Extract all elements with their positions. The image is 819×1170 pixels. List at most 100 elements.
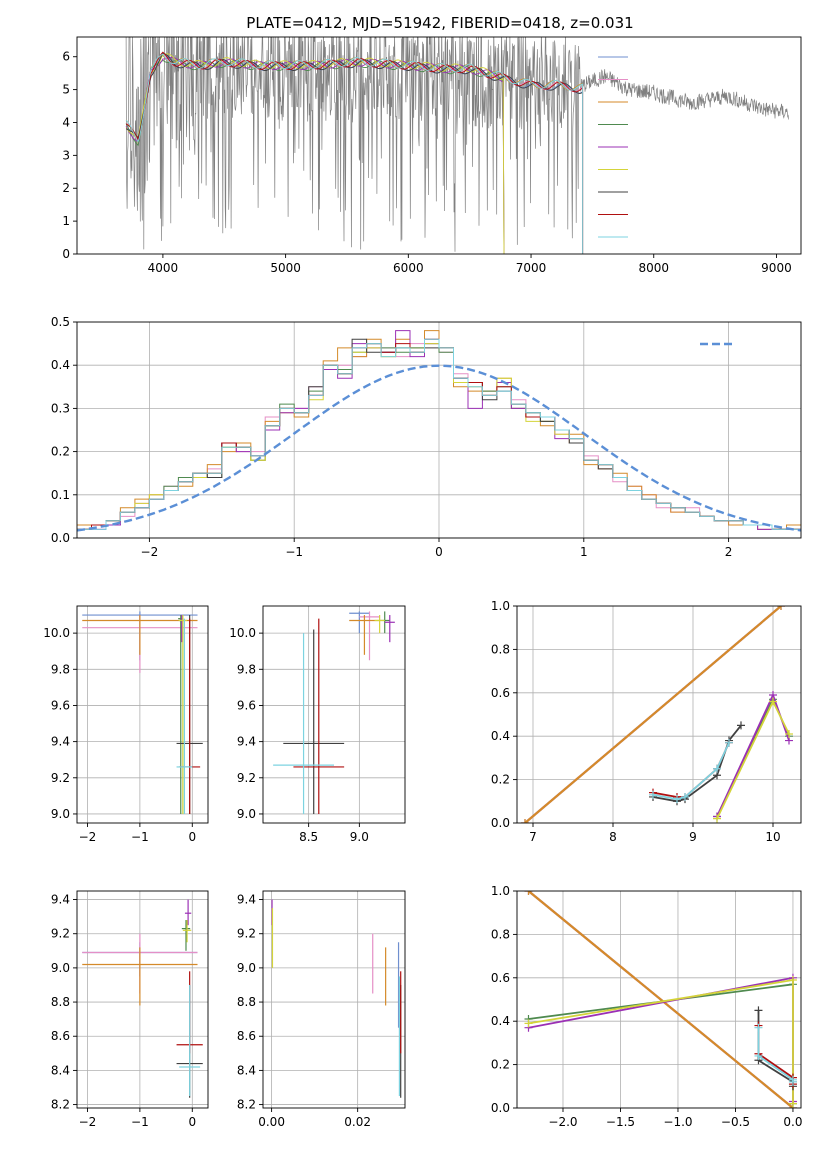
y-tick-label: 0.6 [491,686,510,700]
x-tick-label: −1 [131,1115,149,1129]
model-line-4 [125,56,505,254]
y-tick-label: 0.2 [491,1058,510,1072]
errorbar-point-8 [176,618,193,814]
weight-series-3 [716,697,790,817]
x-tick-label: 0 [435,545,443,559]
chart-mass_weight_vs_Z: −2.0 −1.5 −1.0 −0.5 0.0 0.0 0.2 0.4 0.6 0.8 1.0 [491,884,803,1129]
x-tick-label: −1 [131,830,149,844]
errorbar-point-2 [82,615,198,655]
weight-marker [521,819,529,823]
weight-marker [713,814,721,823]
errorbar-point-2 [82,947,198,1006]
y-tick-label: 9.0 [51,961,70,975]
plot-area-mass_vs_ebv [263,891,405,1108]
y-tick-label: 4 [62,115,70,129]
plot-area-mass_weight_vs_Z [517,891,801,1108]
plot-frame [76,321,802,539]
x-tick-label: −1 [285,545,303,559]
errorbar-point-8 [179,984,201,1097]
y-tick-label: 9.8 [51,662,70,676]
x-tick-label: −2 [141,545,159,559]
errorbar-point-1 [359,611,380,661]
plot-area-mass_weight_vs_age [517,606,801,823]
chart-mass_weight_vs_age: 7 8 9 10 0.0 0.2 0.4 0.6 0.8 1.0 [491,599,802,844]
y-tick-label: 0.4 [491,1014,510,1028]
errorbar-point-5 [374,615,385,634]
observed-spectrum-line [125,37,790,252]
chart-mass_vs_Z: −2 −1 0 8.2 8.4 8.6 8.8 9.0 9.2 9.4 [51,890,209,1129]
x-tick-label: 9.0 [350,830,369,844]
x-tick-label: 9000 [761,261,792,275]
x-tick-label: 6000 [393,261,424,275]
weight-marker [681,792,689,801]
y-tick-label: 5 [62,83,70,97]
x-tick-label: 8.5 [299,830,318,844]
errorbar-point-5 [178,615,188,814]
plot-area-spectrum [125,37,790,254]
weight-series-6 [652,724,742,803]
y-tick-label: 9.4 [237,735,256,749]
chart-mass_vs_ebv: 0.00 0.02 8.2 8.4 8.6 8.8 9.0 9.2 9.4 [237,890,406,1129]
y-tick-label: 3 [62,148,70,162]
errorbar-point-8 [273,633,334,814]
y-tick-label: 10.0 [229,626,256,640]
y-tick-label: 0.2 [51,445,70,459]
plot-frame [516,605,802,824]
normal-curve [77,364,801,532]
weight-series-4 [528,976,794,1102]
x-tick-label: 10 [765,830,780,844]
y-tick-label: 0.2 [491,773,510,787]
y-tick-label: 9.2 [237,771,256,785]
weight-marker [524,1019,533,1028]
x-tick-label: 8 [609,830,617,844]
plot-area-residuals [77,322,801,538]
y-tick-label: 8.6 [51,1029,70,1043]
plot-frame [76,36,802,255]
y-tick-label: 0.1 [51,488,70,502]
y-tick-label: 9.4 [237,893,256,907]
weight-marker [737,721,745,730]
chart-spectrum: 4000 5000 6000 7000 8000 9000 0 1 2 3 4 5 6 [62,36,802,275]
errorbar-point-2 [349,615,380,655]
weight-marker [785,730,793,739]
y-tick-label: 10.0 [43,626,70,640]
y-tick-label: 2 [62,181,70,195]
y-tick-label: 9.2 [51,771,70,785]
errorbar-point-4 [384,615,395,643]
errorbar-point-4 [184,899,192,926]
x-tick-label: 0.0 [783,1115,802,1129]
y-tick-label: 9.0 [237,807,256,821]
y-tick-label: 9.6 [51,698,70,712]
y-tick-label: 9.2 [237,927,256,941]
model-line-8 [125,53,584,254]
y-tick-label: 0.8 [491,927,510,941]
y-tick-label: 8.4 [237,1063,256,1077]
errorbar-point-5 [182,920,192,943]
plot-frame [262,605,406,824]
y-tick-label: 1 [62,214,70,228]
x-tick-label: 5000 [270,261,301,275]
x-tick-label: 0 [188,830,196,844]
x-tick-label: 0 [188,1115,196,1129]
weight-marker [788,1077,797,1086]
x-tick-label: 0.00 [258,1115,285,1129]
x-tick-label: 1 [580,545,588,559]
x-tick-label: 7000 [516,261,547,275]
x-tick-label: 2 [725,545,733,559]
y-tick-label: 8.4 [51,1063,70,1077]
errorbar-point-6 [283,629,345,814]
y-tick-label: 8.8 [237,995,256,1009]
weight-marker [713,764,721,773]
y-tick-label: 8.2 [237,1098,256,1112]
plot-area-age_vs_mass [263,606,405,823]
x-tick-label: 8000 [638,261,669,275]
x-tick-label: 9 [689,830,697,844]
weight-marker [524,891,533,895]
y-tick-label: 9.6 [237,698,256,712]
y-tick-label: 0.4 [51,358,70,372]
y-tick-label: 8.8 [51,995,70,1009]
chart-age_vs_mass: 8.5 9.0 9.0 9.2 9.4 9.6 9.8 10.0 [229,605,406,844]
y-tick-label: 9.0 [51,807,70,821]
errorbar-point-7 [293,618,345,814]
